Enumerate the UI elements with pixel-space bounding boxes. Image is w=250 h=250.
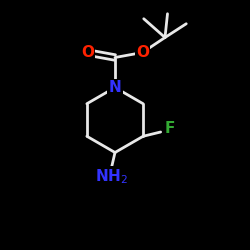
Text: NH$_2$: NH$_2$	[95, 167, 128, 186]
Text: O: O	[81, 45, 94, 60]
Text: F: F	[164, 121, 174, 136]
Text: O: O	[136, 45, 149, 60]
Text: N: N	[108, 80, 121, 95]
